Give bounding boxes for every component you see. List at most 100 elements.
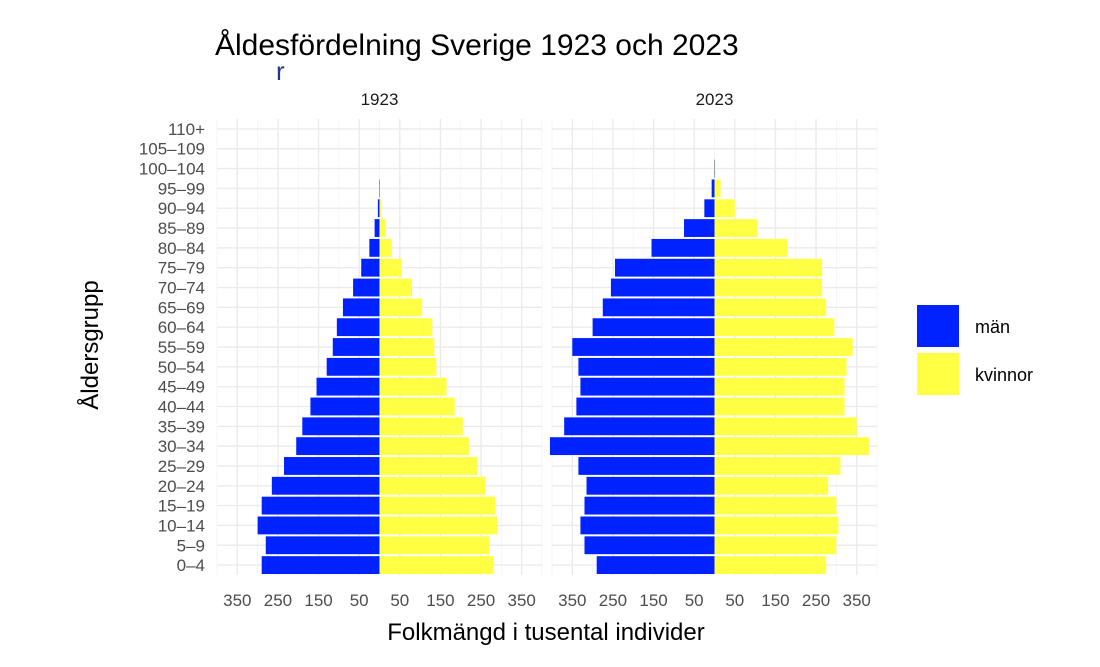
bar-men xyxy=(333,338,380,356)
bar-men xyxy=(262,497,380,515)
bar-women xyxy=(380,259,402,277)
bar-women xyxy=(715,378,845,396)
bar-women xyxy=(380,417,463,435)
bar-women xyxy=(715,398,845,416)
bar-women xyxy=(715,259,823,277)
bar-men xyxy=(585,536,715,554)
bar-women xyxy=(715,279,823,297)
x-tick-label: 250 xyxy=(467,591,495,610)
age-group-label: 90–94 xyxy=(158,199,205,218)
bar-men xyxy=(266,536,380,554)
bar-men xyxy=(580,517,714,535)
bar-men xyxy=(587,477,715,495)
bar-women xyxy=(715,338,853,356)
legend-label: män xyxy=(975,317,1010,337)
panel-label: 2023 xyxy=(696,90,734,109)
bar-women xyxy=(380,199,382,217)
age-group-label: 35–39 xyxy=(158,417,205,436)
bar-men xyxy=(580,378,714,396)
age-group-label: 15–19 xyxy=(158,497,205,516)
age-group-label: 30–34 xyxy=(158,437,205,456)
x-tick-label: 50 xyxy=(685,591,704,610)
x-axis-title: Folkmängd i tusental individer xyxy=(387,619,705,646)
bar-women xyxy=(715,477,829,495)
x-tick-label: 150 xyxy=(639,591,667,610)
age-group-label: 10–14 xyxy=(158,516,205,535)
x-tick-label: 50 xyxy=(725,591,744,610)
bar-men xyxy=(593,318,715,336)
bar-men xyxy=(327,358,380,376)
x-tick-label: 150 xyxy=(426,591,454,610)
age-group-label: 20–24 xyxy=(158,477,205,496)
legend: män kvinnor xyxy=(917,305,1033,395)
bar-men xyxy=(597,556,715,574)
age-group-label: 45–49 xyxy=(158,378,205,397)
age-group-labels: 0–45–910–1415–1920–2425–2930–3435–3940–4… xyxy=(139,120,205,575)
chart-title: Åldesfördelning Sverige 1923 och 2023 xyxy=(215,29,739,62)
bar-women xyxy=(380,318,433,336)
bar-men xyxy=(611,279,715,297)
age-group-label: 85–89 xyxy=(158,219,205,238)
bar-men xyxy=(284,457,379,475)
x-tick-label: 50 xyxy=(390,591,409,610)
age-group-label: 50–54 xyxy=(158,358,205,377)
bar-women xyxy=(380,536,490,554)
legend-swatch xyxy=(917,305,959,347)
x-tick-label: 350 xyxy=(508,591,536,610)
bar-women xyxy=(715,219,758,237)
bar-women xyxy=(715,556,827,574)
bar-women xyxy=(380,358,437,376)
bar-women xyxy=(380,338,435,356)
bar-women xyxy=(380,239,392,257)
x-tick-label: 50 xyxy=(350,591,369,610)
age-group-label: 70–74 xyxy=(158,279,205,298)
bar-men xyxy=(296,437,379,455)
bar-men xyxy=(564,417,714,435)
bar-women xyxy=(380,219,386,237)
age-group-label: 80–84 xyxy=(158,239,205,258)
bar-men xyxy=(353,279,379,297)
bar-men xyxy=(572,338,714,356)
x-tick-label: 150 xyxy=(761,591,789,610)
bar-men xyxy=(337,318,380,336)
bar-women xyxy=(380,556,494,574)
bar-men xyxy=(310,398,379,416)
bar-men xyxy=(652,239,715,257)
bar-women xyxy=(715,358,847,376)
bar-men xyxy=(712,179,715,197)
bar-men xyxy=(578,358,714,376)
bar-men xyxy=(615,259,715,277)
x-tick-label: 250 xyxy=(264,591,292,610)
bar-women xyxy=(380,517,498,535)
age-group-label: 60–64 xyxy=(158,318,205,337)
bar-women xyxy=(715,457,841,475)
bar-men xyxy=(262,556,380,574)
bar-men xyxy=(378,199,380,217)
bar-men xyxy=(302,417,379,435)
bar-women xyxy=(380,477,486,495)
legend-label: kvinnor xyxy=(975,365,1033,385)
age-group-label: 25–29 xyxy=(158,457,205,476)
bar-men xyxy=(258,517,380,535)
bar-men xyxy=(375,219,380,237)
x-tick-label: 250 xyxy=(802,591,830,610)
bar-men xyxy=(684,219,714,237)
x-tick-label: 150 xyxy=(304,591,332,610)
legend-swatch xyxy=(917,353,959,395)
bar-women xyxy=(380,437,469,455)
bar-men xyxy=(603,298,715,316)
x-tick-label: 350 xyxy=(223,591,251,610)
bar-women xyxy=(715,179,721,197)
bar-women xyxy=(715,497,837,515)
age-group-label: 110+ xyxy=(168,120,205,139)
bar-women xyxy=(715,318,835,336)
x-tick-label: 350 xyxy=(843,591,871,610)
y-axis-title: Åldersgrupp xyxy=(76,280,104,409)
bar-men xyxy=(361,259,379,277)
bar-women xyxy=(380,279,413,297)
age-group-label: 40–44 xyxy=(158,397,205,416)
bar-women xyxy=(715,160,716,178)
